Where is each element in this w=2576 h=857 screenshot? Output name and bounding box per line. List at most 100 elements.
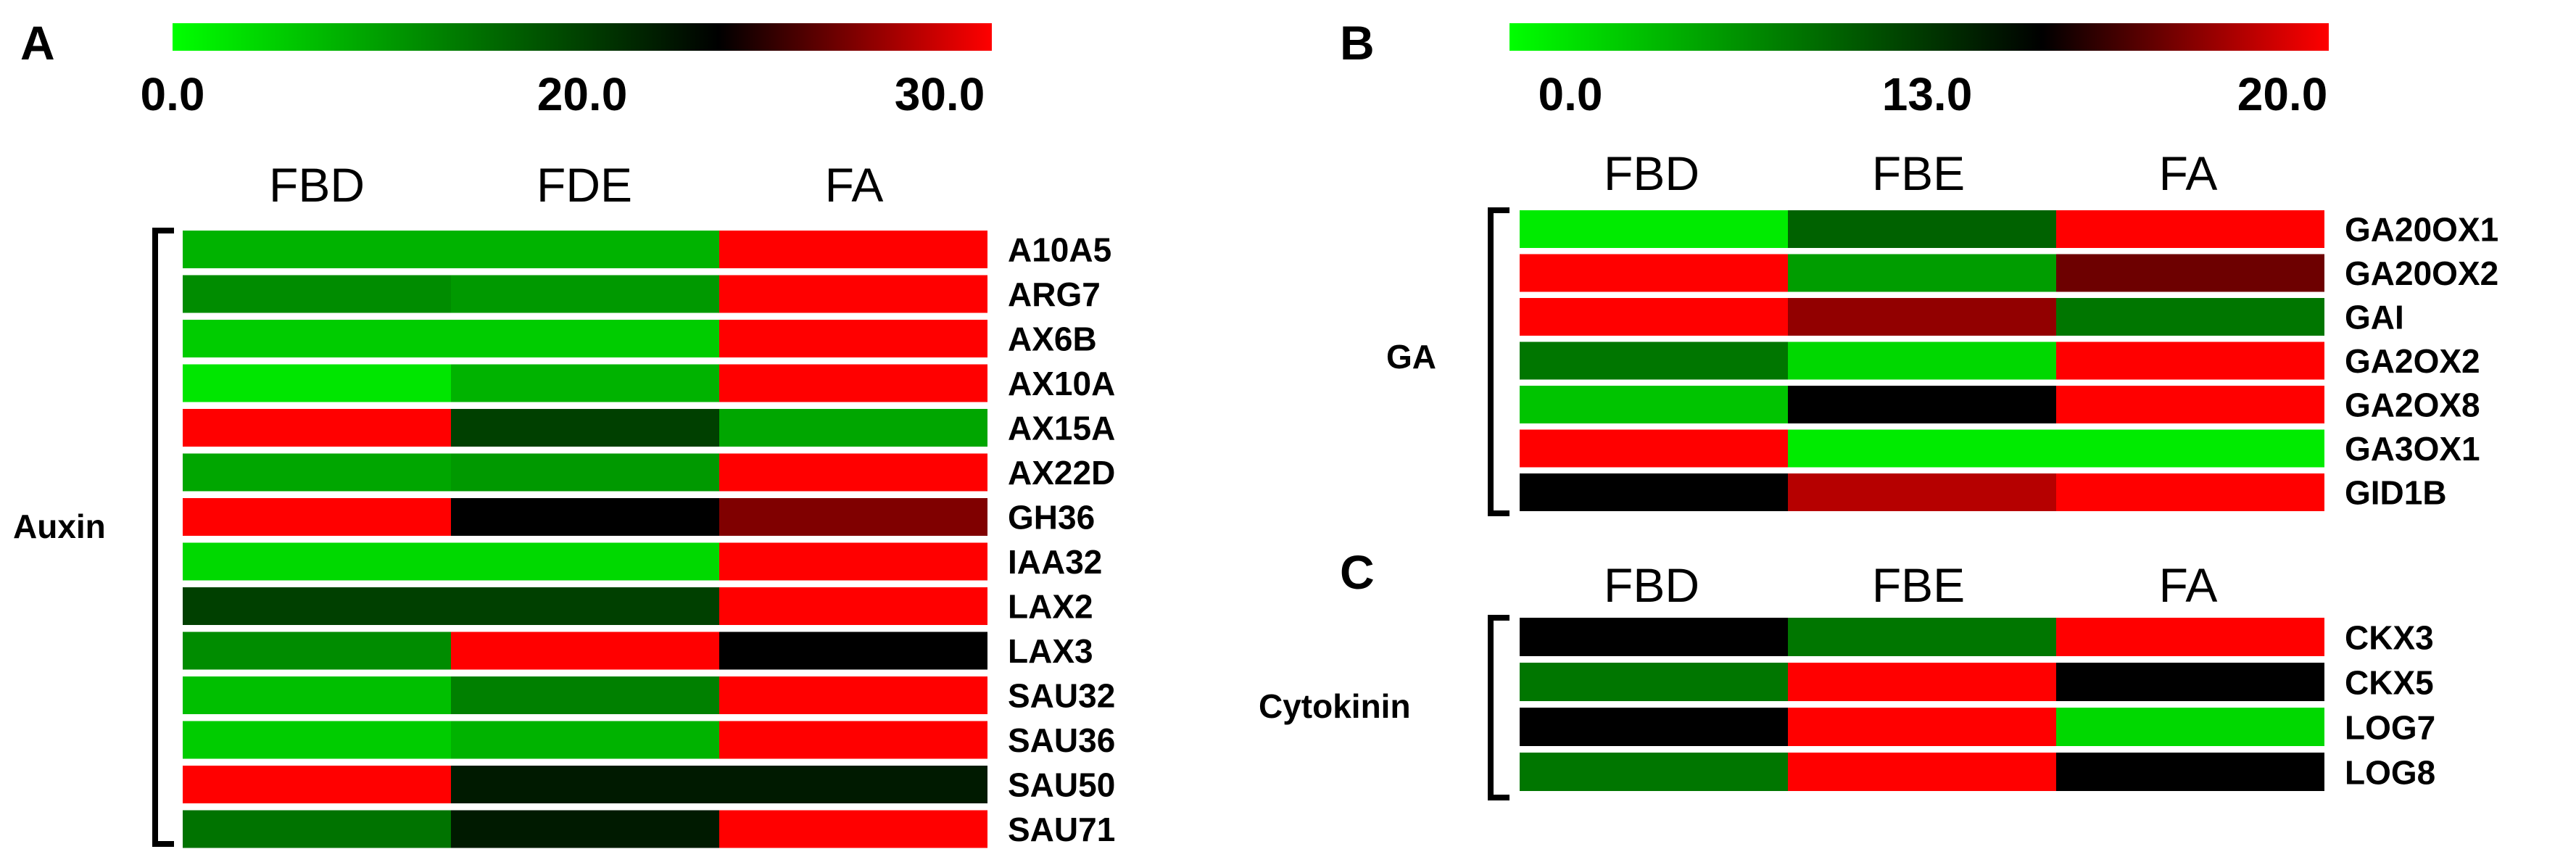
heatmap-cell bbox=[1788, 254, 2056, 292]
heatmap-cell bbox=[183, 721, 451, 759]
panel-b-group-label: GA bbox=[1386, 338, 1436, 376]
panel-b-scale-max: 20.0 bbox=[2237, 68, 2328, 120]
panel-b-label: B bbox=[1340, 16, 1375, 70]
panel-c-group-label: Cytokinin bbox=[1259, 687, 1411, 725]
panel-a-cells: A10A5 ARG7 AX6B AX10A AX15A AX22D GH36 IAA32 LAX… bbox=[183, 231, 1115, 848]
heatmap-cell bbox=[183, 810, 451, 848]
heatmap-cell bbox=[451, 766, 719, 803]
heatmap-cell bbox=[1788, 708, 2056, 746]
gene-label: SAU32 bbox=[1008, 677, 1115, 715]
heatmap-cell bbox=[719, 542, 987, 581]
gene-label: CKX5 bbox=[2345, 663, 2434, 701]
panel-c-col-header: FA bbox=[2159, 558, 2218, 612]
panel-b-col-header: FBE bbox=[1872, 146, 1965, 200]
heatmap-cell bbox=[183, 587, 451, 625]
heatmap-cell bbox=[183, 498, 451, 536]
heatmap-cell bbox=[719, 632, 987, 670]
heatmap-cell bbox=[1520, 663, 1788, 701]
heatmap-cell bbox=[451, 721, 719, 759]
heatmap-cell bbox=[183, 632, 451, 670]
panel-c-label: C bbox=[1340, 545, 1375, 599]
panel-a-scale-min: 0.0 bbox=[141, 68, 205, 120]
gene-label: SAU71 bbox=[1008, 811, 1115, 848]
heatmap-cell bbox=[183, 453, 451, 492]
heatmap-cell bbox=[2056, 753, 2324, 791]
gene-label: SAU36 bbox=[1008, 721, 1115, 759]
heatmap-cell bbox=[451, 498, 719, 536]
heatmap-cell bbox=[1788, 473, 2056, 511]
heatmap-cell bbox=[1520, 254, 1788, 292]
heatmap-cell bbox=[719, 721, 987, 759]
heatmap-cell bbox=[183, 542, 451, 581]
panel-a-color-scale bbox=[173, 23, 992, 51]
panel-c-col-header: FBD bbox=[1604, 558, 1699, 612]
gene-label: AX6B bbox=[1008, 320, 1097, 358]
panel-b-scale-min: 0.0 bbox=[1538, 68, 1603, 120]
heatmap-cell bbox=[1520, 753, 1788, 791]
heatmap-cell bbox=[1520, 618, 1788, 656]
panel-b-bracket bbox=[1488, 207, 1509, 516]
heatmap-cell bbox=[451, 810, 719, 848]
gene-label: GA3OX1 bbox=[2345, 430, 2480, 468]
panel-c-col-header: FBE bbox=[1872, 558, 1965, 612]
panel-a-col-header: FDE bbox=[537, 158, 632, 212]
heatmap-cell bbox=[451, 409, 719, 447]
gene-label: GA20OX1 bbox=[2345, 211, 2498, 249]
gene-label: AX15A bbox=[1008, 410, 1115, 447]
gene-label: AX22D bbox=[1008, 454, 1115, 492]
gene-label: GAI bbox=[2345, 299, 2404, 336]
heatmap-cell bbox=[719, 587, 987, 625]
heatmap-cell bbox=[1788, 429, 2056, 468]
gene-label: CKX3 bbox=[2345, 618, 2434, 656]
heatmap-cell bbox=[719, 766, 987, 803]
panel-b-color-scale bbox=[1509, 23, 2329, 51]
heatmap-cell bbox=[451, 275, 719, 313]
gene-label: GA2OX8 bbox=[2345, 386, 2480, 424]
panel-a-scale-max: 30.0 bbox=[895, 68, 985, 120]
panel-b-col-header: FA bbox=[2159, 146, 2218, 200]
heatmap-cell bbox=[719, 275, 987, 313]
heatmap-cell bbox=[183, 320, 451, 357]
heatmap-cell bbox=[1520, 210, 1788, 248]
heatmap-cell bbox=[719, 810, 987, 848]
heatmap-cell bbox=[183, 409, 451, 447]
heatmap-cell bbox=[719, 676, 987, 714]
heatmap-cell bbox=[451, 632, 719, 670]
heatmap-cell bbox=[1520, 298, 1788, 336]
panel-a-col-header: FBD bbox=[269, 158, 365, 212]
heatmap-cell bbox=[1788, 618, 2056, 656]
heatmap-cell bbox=[719, 453, 987, 492]
heatmap-cell bbox=[1788, 753, 2056, 791]
gene-label: IAA32 bbox=[1008, 543, 1102, 581]
heatmap-cell bbox=[451, 320, 719, 357]
heatmap-cell bbox=[451, 231, 719, 268]
gene-label: LOG8 bbox=[2345, 753, 2435, 791]
heatmap-cell bbox=[1788, 386, 2056, 423]
panel-b-cells: GA20OX1 GA20OX2 GAI GA2OX2 GA2OX8 GA3OX1 GID1B bbox=[1520, 210, 2498, 512]
heatmap-cell bbox=[719, 231, 987, 268]
gene-label: LAX2 bbox=[1008, 588, 1093, 626]
heatmap-cell bbox=[451, 542, 719, 581]
heatmap-cell bbox=[719, 409, 987, 447]
heatmap-cell bbox=[451, 453, 719, 492]
gene-label: A10A5 bbox=[1008, 231, 1111, 269]
heatmap-cell bbox=[1788, 341, 2056, 380]
panel-a-scale-mid: 20.0 bbox=[537, 68, 628, 120]
panel-b-scale-mid: 13.0 bbox=[1882, 68, 1973, 120]
gene-label: AX10A bbox=[1008, 365, 1115, 402]
heatmap-cell bbox=[183, 275, 451, 313]
gene-label: LAX3 bbox=[1008, 632, 1093, 670]
heatmap-cell bbox=[2056, 210, 2324, 248]
panel-a-bracket bbox=[152, 228, 174, 847]
heatmap-cell bbox=[1788, 663, 2056, 701]
heatmap-cell bbox=[2056, 618, 2324, 656]
heatmap-cell bbox=[451, 587, 719, 625]
heatmap-cell bbox=[451, 364, 719, 402]
heatmap-cell bbox=[1788, 210, 2056, 248]
heatmap-cell bbox=[2056, 298, 2324, 336]
heatmap-cell bbox=[2056, 386, 2324, 423]
heatmap-cell bbox=[183, 231, 451, 268]
heatmap-cell bbox=[2056, 341, 2324, 380]
gene-label: LOG7 bbox=[2345, 708, 2435, 746]
